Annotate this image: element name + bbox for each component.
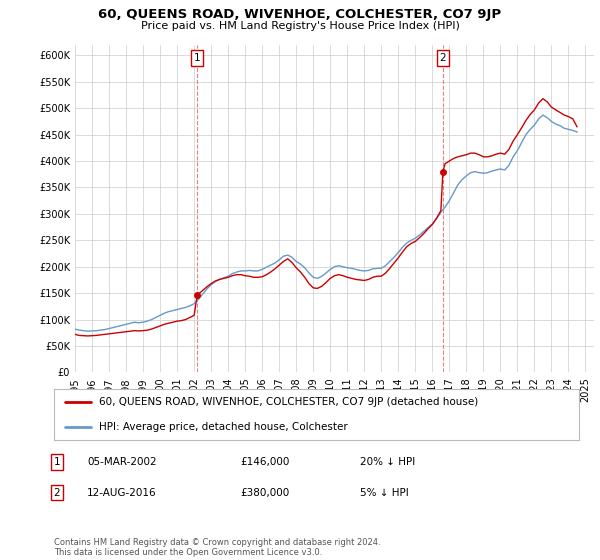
Text: Price paid vs. HM Land Registry's House Price Index (HPI): Price paid vs. HM Land Registry's House …	[140, 21, 460, 31]
Text: 05-MAR-2002: 05-MAR-2002	[87, 457, 157, 467]
Text: 60, QUEENS ROAD, WIVENHOE, COLCHESTER, CO7 9JP: 60, QUEENS ROAD, WIVENHOE, COLCHESTER, C…	[98, 8, 502, 21]
Text: Contains HM Land Registry data © Crown copyright and database right 2024.
This d: Contains HM Land Registry data © Crown c…	[54, 538, 380, 557]
Text: 20% ↓ HPI: 20% ↓ HPI	[360, 457, 415, 467]
Text: 1: 1	[53, 457, 61, 467]
Text: HPI: Average price, detached house, Colchester: HPI: Average price, detached house, Colc…	[98, 422, 347, 432]
Text: 60, QUEENS ROAD, WIVENHOE, COLCHESTER, CO7 9JP (detached house): 60, QUEENS ROAD, WIVENHOE, COLCHESTER, C…	[98, 397, 478, 407]
Text: 2: 2	[440, 53, 446, 63]
Text: £380,000: £380,000	[240, 488, 289, 498]
Text: 1: 1	[194, 53, 200, 63]
Text: £146,000: £146,000	[240, 457, 289, 467]
Text: 2: 2	[53, 488, 61, 498]
Text: 5% ↓ HPI: 5% ↓ HPI	[360, 488, 409, 498]
Text: 12-AUG-2016: 12-AUG-2016	[87, 488, 157, 498]
